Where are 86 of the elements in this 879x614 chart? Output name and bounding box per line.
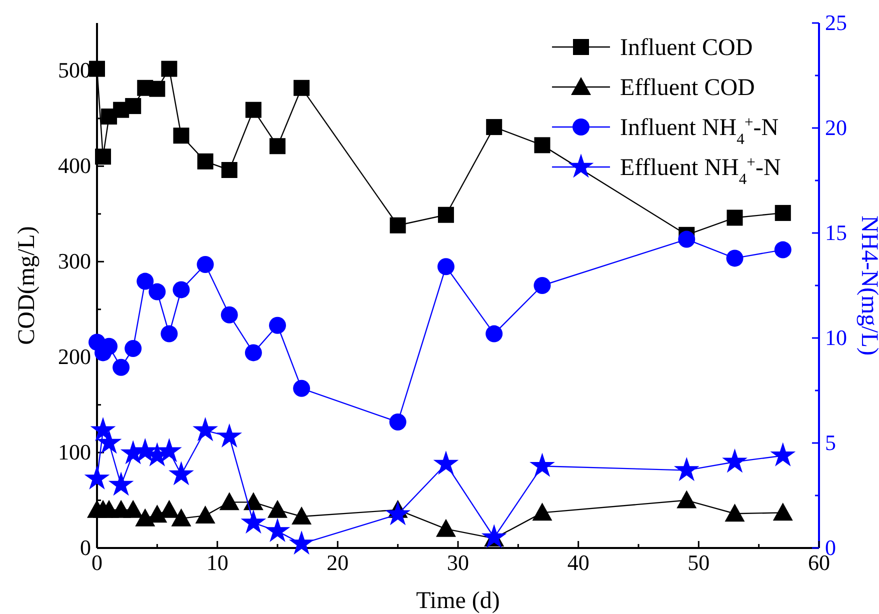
point xyxy=(726,210,743,226)
point xyxy=(770,442,796,466)
point xyxy=(436,518,456,537)
point xyxy=(108,472,134,496)
legend-label: Influent COD xyxy=(620,35,753,61)
point xyxy=(244,344,262,362)
point xyxy=(84,465,110,490)
point xyxy=(389,414,406,430)
point xyxy=(268,500,288,518)
y2-tick-label: 10 xyxy=(825,325,847,350)
point xyxy=(161,60,178,77)
point xyxy=(221,162,238,178)
point xyxy=(124,340,142,357)
point xyxy=(722,448,748,473)
point xyxy=(438,206,454,223)
legend-label: Influent NH$_{4}$$^{+}$-N xyxy=(620,114,779,148)
point xyxy=(196,256,214,273)
point xyxy=(156,438,182,462)
point xyxy=(149,80,166,97)
point xyxy=(148,283,166,300)
y2-tick-label: 20 xyxy=(825,115,847,140)
point xyxy=(240,509,266,534)
point xyxy=(486,325,503,342)
point xyxy=(216,423,242,448)
x-tick-label: 10 xyxy=(206,550,228,575)
point xyxy=(530,452,555,477)
point xyxy=(243,492,264,510)
point xyxy=(95,148,112,165)
point xyxy=(264,518,290,542)
point xyxy=(774,241,792,258)
legend-label: Effluent NH$_{4}$$^{+}$-N xyxy=(620,154,781,188)
x-tick-label: 40 xyxy=(567,550,590,575)
point xyxy=(220,306,238,324)
point xyxy=(534,277,551,294)
point xyxy=(437,258,454,276)
point xyxy=(171,508,192,526)
point xyxy=(486,119,502,136)
y-axis-title: COD(mg/L) xyxy=(14,226,40,345)
point xyxy=(89,60,105,77)
y2-tick-label: 5 xyxy=(825,430,836,455)
point xyxy=(481,524,507,548)
point xyxy=(676,490,697,508)
point xyxy=(195,506,216,524)
point xyxy=(532,502,552,521)
point xyxy=(269,316,286,334)
point xyxy=(135,508,156,526)
x-axis-title: Time (d) xyxy=(416,588,500,614)
point xyxy=(433,450,459,475)
point xyxy=(172,281,190,298)
legend-label: Effluent COD xyxy=(620,75,755,101)
x-tick-label: 20 xyxy=(326,550,349,575)
point xyxy=(173,128,190,144)
point xyxy=(288,530,314,555)
y2-tick-label: 25 xyxy=(825,10,847,35)
y-tick-label: 200 xyxy=(58,344,91,370)
point xyxy=(774,204,791,221)
x-tick-label: 50 xyxy=(688,550,710,575)
point xyxy=(678,230,696,248)
point xyxy=(197,153,214,170)
y2-tick-label: 15 xyxy=(825,220,847,245)
point xyxy=(270,138,286,154)
point xyxy=(292,506,312,524)
y-tick-label: 100 xyxy=(58,440,91,465)
point xyxy=(674,456,700,482)
point xyxy=(136,272,154,290)
point xyxy=(724,504,745,522)
x-tick-label: 30 xyxy=(447,550,469,575)
point xyxy=(125,98,142,114)
y2-axis-title: NH4-N(mg/L) xyxy=(856,216,879,356)
point xyxy=(245,102,262,118)
point xyxy=(385,501,411,526)
point xyxy=(160,325,178,342)
point xyxy=(726,250,744,267)
point xyxy=(168,461,194,486)
point xyxy=(112,358,130,376)
point xyxy=(123,500,144,518)
point xyxy=(192,417,218,442)
point xyxy=(219,492,240,510)
point xyxy=(96,430,122,454)
point xyxy=(294,80,310,96)
point xyxy=(293,380,310,397)
y-tick-label: 300 xyxy=(58,248,91,274)
point xyxy=(390,217,406,234)
point xyxy=(534,137,550,154)
point xyxy=(772,502,793,521)
y-tick-label: 400 xyxy=(58,153,91,178)
